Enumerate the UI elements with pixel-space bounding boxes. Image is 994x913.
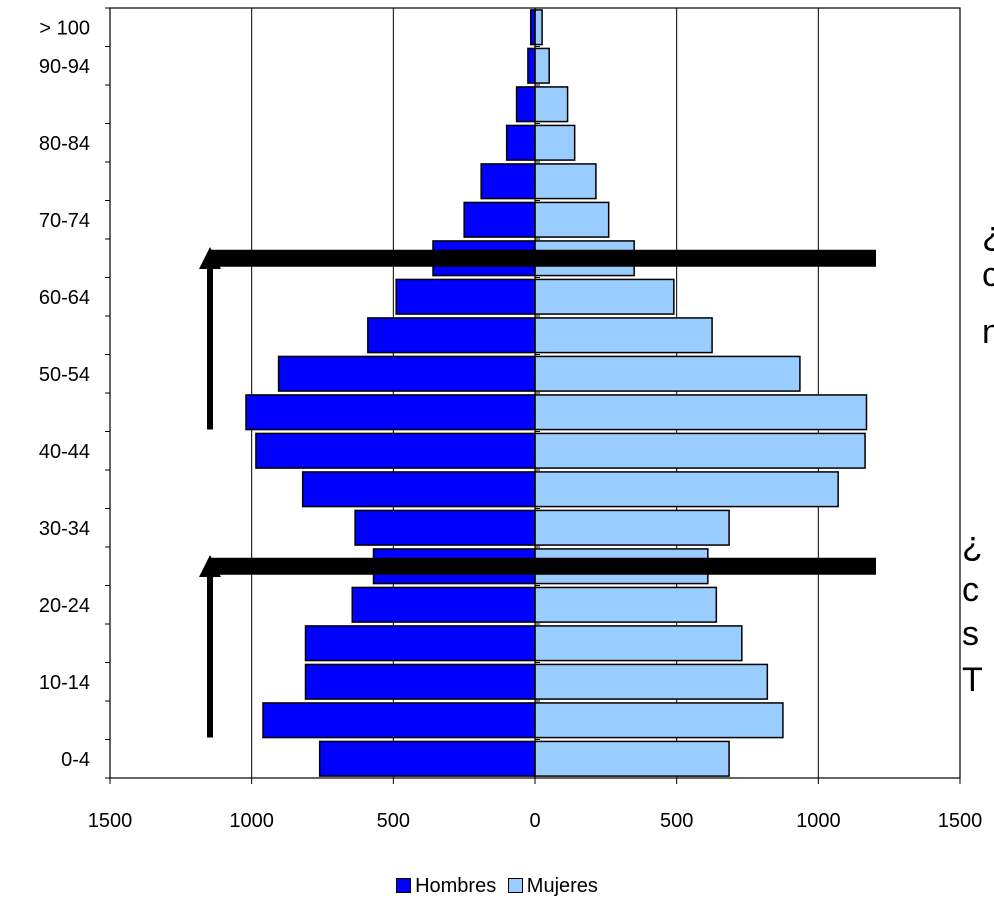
legend-item-mujeres: Mujeres xyxy=(507,875,598,898)
bar-hombres-14 xyxy=(463,201,536,238)
y-tick-label-14: 70-74 xyxy=(39,210,90,232)
y-tick-label-12: 60-64 xyxy=(39,287,90,309)
bar-mujeres-10 xyxy=(534,355,801,392)
legend-swatch-mujeres xyxy=(507,878,523,893)
legend-label-mujeres: Mujeres xyxy=(526,875,598,897)
x-tick-labels: 1500 1000 500 0 500 1000 1500 xyxy=(88,810,983,832)
bar-hombres-1 xyxy=(262,702,536,739)
bar-hombres-7 xyxy=(301,471,536,508)
separator-bar-0 xyxy=(210,557,876,575)
y-tick-label-8: 40-44 xyxy=(39,441,90,463)
x-tick-label-6: 1500 xyxy=(938,810,983,832)
legend-label-hombres: Hombres xyxy=(415,875,497,897)
bar-mujeres-3 xyxy=(534,625,743,662)
y-tick-label-19: > 100 xyxy=(39,17,90,39)
bar-hombres-17 xyxy=(515,86,536,123)
bar-hombres-18 xyxy=(527,47,536,84)
separator-bar-1 xyxy=(210,249,876,267)
arrow-head-0 xyxy=(199,555,221,577)
bar-hombres-6 xyxy=(354,509,536,546)
bar-hombres-16 xyxy=(505,124,536,161)
bar-mujeres-9 xyxy=(534,394,868,431)
y-tick-label-18: 90-94 xyxy=(39,56,90,78)
y-tick-labels: 0-4 10-14 20-24 30-34 40-44 50-54 60-64 70-74 80… xyxy=(39,17,90,771)
legend-item-hombres: Hombres xyxy=(396,875,496,898)
y-tick-label-10: 50-54 xyxy=(39,364,90,386)
bar-mujeres-0 xyxy=(534,740,730,777)
bar-mujeres-15 xyxy=(534,163,597,200)
bar-mujeres-11 xyxy=(534,317,713,354)
x-tick-label-2: 500 xyxy=(377,810,410,832)
bar-mujeres-17 xyxy=(534,86,569,123)
bar-hombres-9 xyxy=(245,394,536,431)
bar-hombres-4 xyxy=(351,586,536,623)
bar-mujeres-14 xyxy=(534,201,610,238)
side-text-2: n xyxy=(982,313,994,351)
bar-mujeres-18 xyxy=(534,47,550,84)
legend-swatch-hombres xyxy=(396,878,412,893)
annotation-overlay xyxy=(199,247,876,738)
bars xyxy=(245,9,868,777)
y-tick-label-4: 20-24 xyxy=(39,595,90,617)
side-text-1: c xyxy=(982,256,994,294)
bar-mujeres-8 xyxy=(534,432,866,469)
bar-mujeres-6 xyxy=(534,509,730,546)
bar-hombres-2 xyxy=(304,663,536,700)
bar-mujeres-16 xyxy=(534,124,576,161)
bar-mujeres-4 xyxy=(534,586,718,623)
side-text-6: T xyxy=(962,661,983,699)
bar-hombres-15 xyxy=(480,163,536,200)
bar-mujeres-12 xyxy=(534,278,675,315)
bar-mujeres-19 xyxy=(534,9,543,46)
side-text-3: ¿ xyxy=(962,525,983,563)
side-text-5: s xyxy=(962,615,979,653)
bar-hombres-11 xyxy=(367,317,536,354)
y-tick-label-0: 0-4 xyxy=(61,749,90,771)
x-tick-label-0: 1500 xyxy=(88,810,133,832)
side-text-4: c xyxy=(962,571,979,609)
bar-mujeres-2 xyxy=(534,663,769,700)
bar-hombres-3 xyxy=(304,625,536,662)
legend: Hombres Mujeres xyxy=(0,875,994,898)
x-tick-label-5: 1000 xyxy=(796,810,841,832)
arrow-head-1 xyxy=(199,247,221,269)
x-tick-label-1: 1000 xyxy=(229,810,274,832)
bar-hombres-12 xyxy=(395,278,536,315)
y-tick-label-2: 10-14 xyxy=(39,672,90,694)
x-tick-label-3: 0 xyxy=(529,810,540,832)
bar-hombres-10 xyxy=(277,355,536,392)
bar-hombres-8 xyxy=(255,432,536,469)
side-text-0: ¿ xyxy=(982,212,994,256)
bar-mujeres-1 xyxy=(534,702,784,739)
bar-hombres-0 xyxy=(318,740,536,777)
axes xyxy=(105,7,961,784)
y-tick-label-6: 30-34 xyxy=(39,518,90,540)
y-tick-label-16: 80-84 xyxy=(39,133,90,155)
x-tick-label-4: 500 xyxy=(660,810,693,832)
bar-mujeres-7 xyxy=(534,471,839,508)
